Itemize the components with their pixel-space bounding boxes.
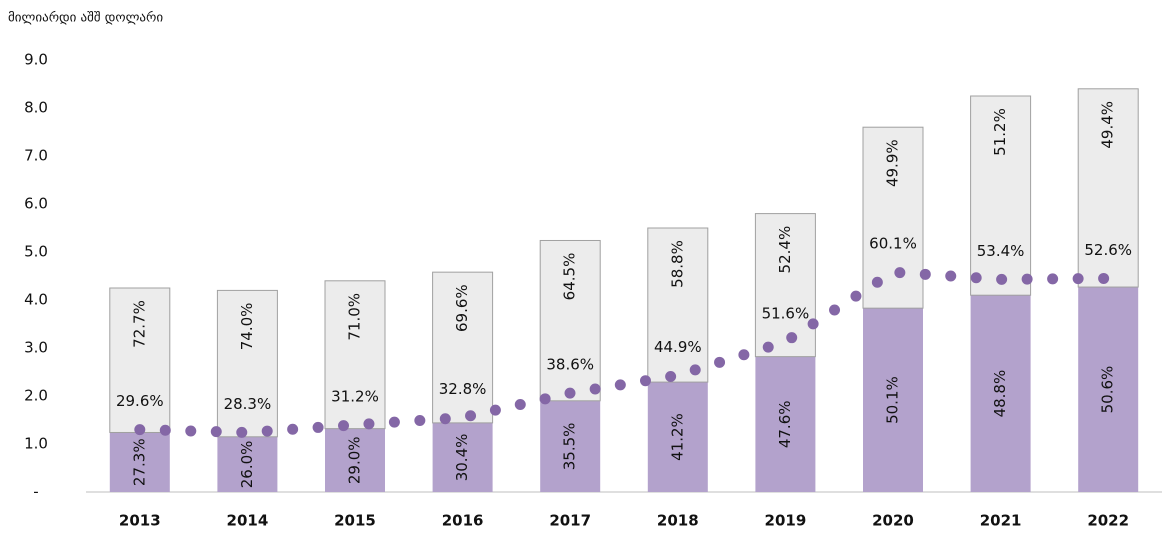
bar-segment bbox=[647, 227, 709, 383]
bar-segment bbox=[325, 428, 385, 492]
bar-label: 64.5% bbox=[561, 253, 579, 301]
y-tick-label: 7.0 bbox=[24, 147, 48, 165]
bar-label: 69.6% bbox=[453, 284, 471, 332]
y-tick-label: 5.0 bbox=[24, 243, 48, 261]
y-tick-label: 9.0 bbox=[24, 51, 48, 69]
bar-label: 48.8% bbox=[991, 370, 1009, 418]
bar-label: 49.4% bbox=[1099, 101, 1117, 149]
y-tick-label: 4.0 bbox=[24, 291, 48, 309]
bar-label: 29.0% bbox=[346, 436, 364, 484]
line-label: 52.6% bbox=[1084, 241, 1132, 259]
bar-label: 30.4% bbox=[453, 434, 471, 482]
bar-label: 35.5% bbox=[561, 423, 579, 471]
bar-label: 58.8% bbox=[668, 240, 686, 288]
bar-label: 50.6% bbox=[1099, 366, 1117, 414]
x-tick-label: 2014 bbox=[227, 512, 269, 530]
line-label: 32.8% bbox=[439, 380, 487, 398]
y-tick-label: 6.0 bbox=[24, 195, 48, 213]
x-tick-label: 2022 bbox=[1087, 512, 1129, 530]
line-label: 31.2% bbox=[331, 387, 379, 405]
bar-segment bbox=[1077, 88, 1139, 288]
bar-label: 26.0% bbox=[238, 441, 256, 489]
line-label: 51.6% bbox=[762, 304, 810, 322]
line-label: 29.6% bbox=[116, 392, 164, 410]
bar-segment bbox=[109, 432, 170, 492]
bar-segment bbox=[432, 422, 493, 492]
y-tick-label: - bbox=[33, 483, 38, 501]
bar-segment bbox=[216, 289, 278, 438]
y-tick-label: 1.0 bbox=[24, 435, 48, 453]
bar-label: 41.2% bbox=[668, 413, 686, 461]
bar-label: 71.0% bbox=[346, 293, 364, 341]
bar-segment bbox=[755, 356, 816, 492]
x-tick-label: 2016 bbox=[442, 512, 484, 530]
bar-label: 72.7% bbox=[130, 300, 148, 348]
bar-label: 51.2% bbox=[991, 108, 1009, 156]
bar-segment bbox=[217, 436, 278, 492]
bar-label: 27.3% bbox=[130, 438, 148, 486]
line-label: 60.1% bbox=[869, 235, 917, 253]
x-tick-label: 2013 bbox=[119, 512, 161, 530]
x-tick-label: 2018 bbox=[657, 512, 699, 530]
bar-segment bbox=[324, 280, 386, 430]
line-label: 53.4% bbox=[977, 242, 1025, 260]
x-tick-label: 2019 bbox=[765, 512, 807, 530]
bar-segment bbox=[647, 382, 708, 492]
line-label: 44.9% bbox=[654, 338, 702, 356]
bar-segment bbox=[432, 271, 494, 424]
line-label: 28.3% bbox=[224, 395, 272, 413]
bar-segment bbox=[862, 126, 924, 309]
y-tick-label: 8.0 bbox=[24, 99, 48, 117]
bar-segment bbox=[540, 400, 601, 492]
bar-segment bbox=[539, 239, 601, 402]
dotted-line bbox=[134, 266, 1114, 438]
bar-label: 74.0% bbox=[238, 303, 256, 351]
line-label: 38.6% bbox=[546, 356, 594, 374]
y-tick-label: 3.0 bbox=[24, 339, 48, 357]
bar-label: 47.6% bbox=[776, 400, 794, 448]
x-tick-label: 2015 bbox=[334, 512, 376, 530]
x-tick-label: 2020 bbox=[872, 512, 914, 530]
bar-segment bbox=[1078, 287, 1139, 492]
bar-segment bbox=[754, 213, 816, 358]
x-tick-label: 2021 bbox=[980, 512, 1022, 530]
bar-label: 50.1% bbox=[884, 376, 902, 424]
bar-segment bbox=[970, 295, 1031, 492]
bar-label: 52.4% bbox=[776, 226, 794, 274]
bar-segment bbox=[970, 95, 1032, 296]
x-tick-label: 2017 bbox=[549, 512, 591, 530]
bar-label: 49.9% bbox=[884, 139, 902, 187]
y-tick-label: 2.0 bbox=[24, 387, 48, 405]
bar-segment bbox=[863, 308, 923, 492]
y-axis-label: მილიარდი აშშ დოლარი bbox=[8, 11, 163, 26]
